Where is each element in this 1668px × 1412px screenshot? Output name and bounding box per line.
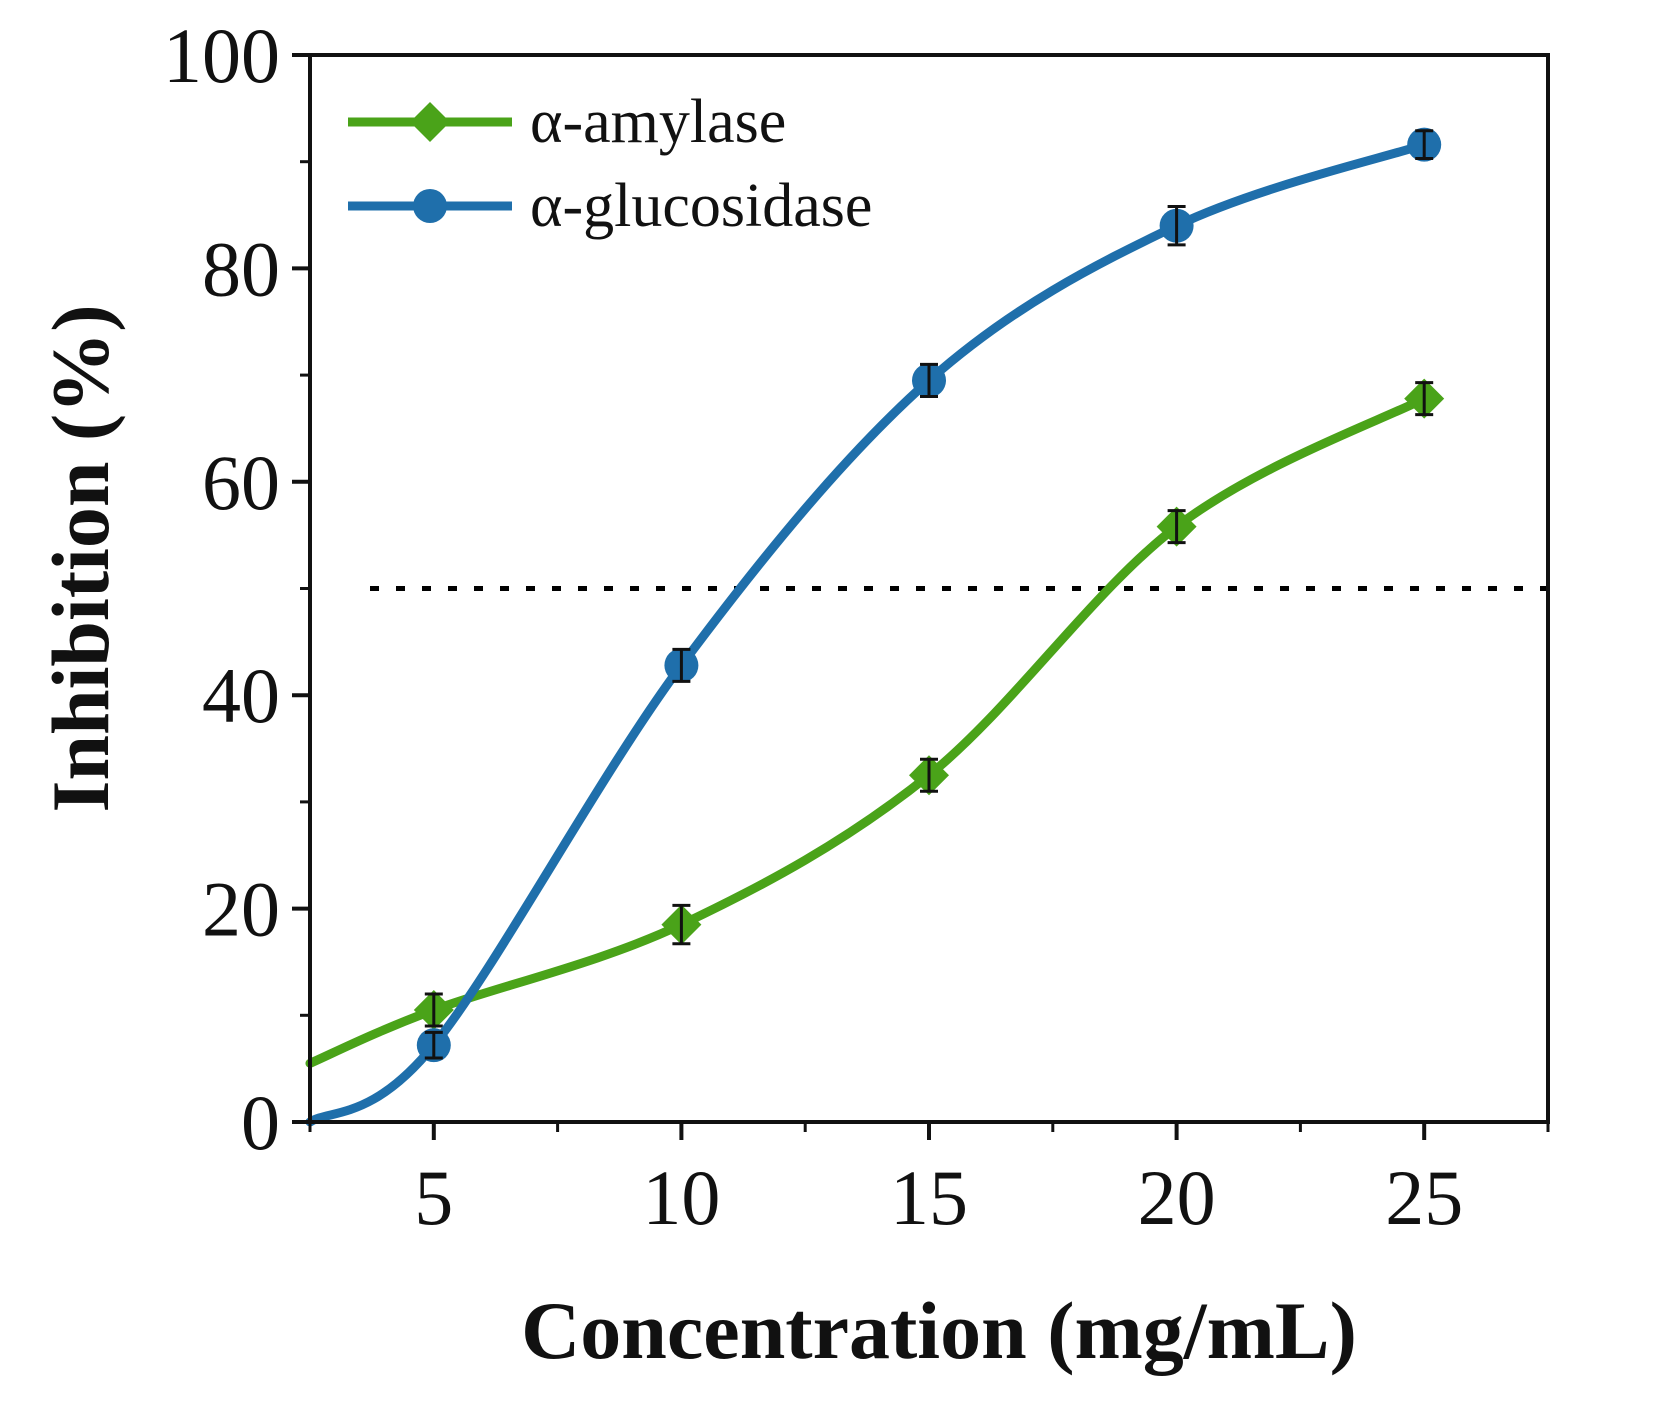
- series-glucosidase: [305, 127, 1442, 1127]
- x-tick-label: 10: [642, 1154, 720, 1241]
- legend: α-amylase α-glucosidase: [348, 88, 872, 240]
- series-line-amylase: [305, 394, 1429, 1068]
- x-tick-label: 25: [1385, 1154, 1463, 1241]
- y-tick-label: 80: [202, 225, 280, 312]
- legend-item-glucosidase: α-glucosidase: [348, 172, 872, 240]
- y-tick-label: 100: [163, 12, 280, 99]
- y-axis-ticks: 0 20 40 60 80 100: [163, 12, 310, 1166]
- x-tick-label: 20: [1138, 1154, 1216, 1241]
- x-tick-label: 15: [890, 1154, 968, 1241]
- y-tick-label: 60: [202, 439, 280, 526]
- y-tick-label: 0: [241, 1079, 280, 1166]
- x-tick-label: 5: [414, 1154, 453, 1241]
- y-axis-title: Inhibition (%): [35, 304, 126, 812]
- y-tick-label: 20: [202, 866, 280, 953]
- y-tick-label: 40: [202, 652, 280, 739]
- series-layer: [305, 127, 1445, 1127]
- legend-item-amylase: α-amylase: [348, 88, 786, 156]
- series-line-glucosidase: [305, 140, 1429, 1127]
- legend-marker-diamond: [410, 102, 450, 142]
- x-axis-title: Concentration (mg/mL): [521, 1285, 1357, 1376]
- legend-label-glucosidase: α-glucosidase: [530, 172, 872, 240]
- series-amylase: [305, 378, 1445, 1068]
- legend-label-amylase: α-amylase: [530, 88, 786, 156]
- legend-marker-circle: [413, 189, 447, 223]
- x-axis-ticks: 5 10 15 20 25: [308, 1122, 1550, 1241]
